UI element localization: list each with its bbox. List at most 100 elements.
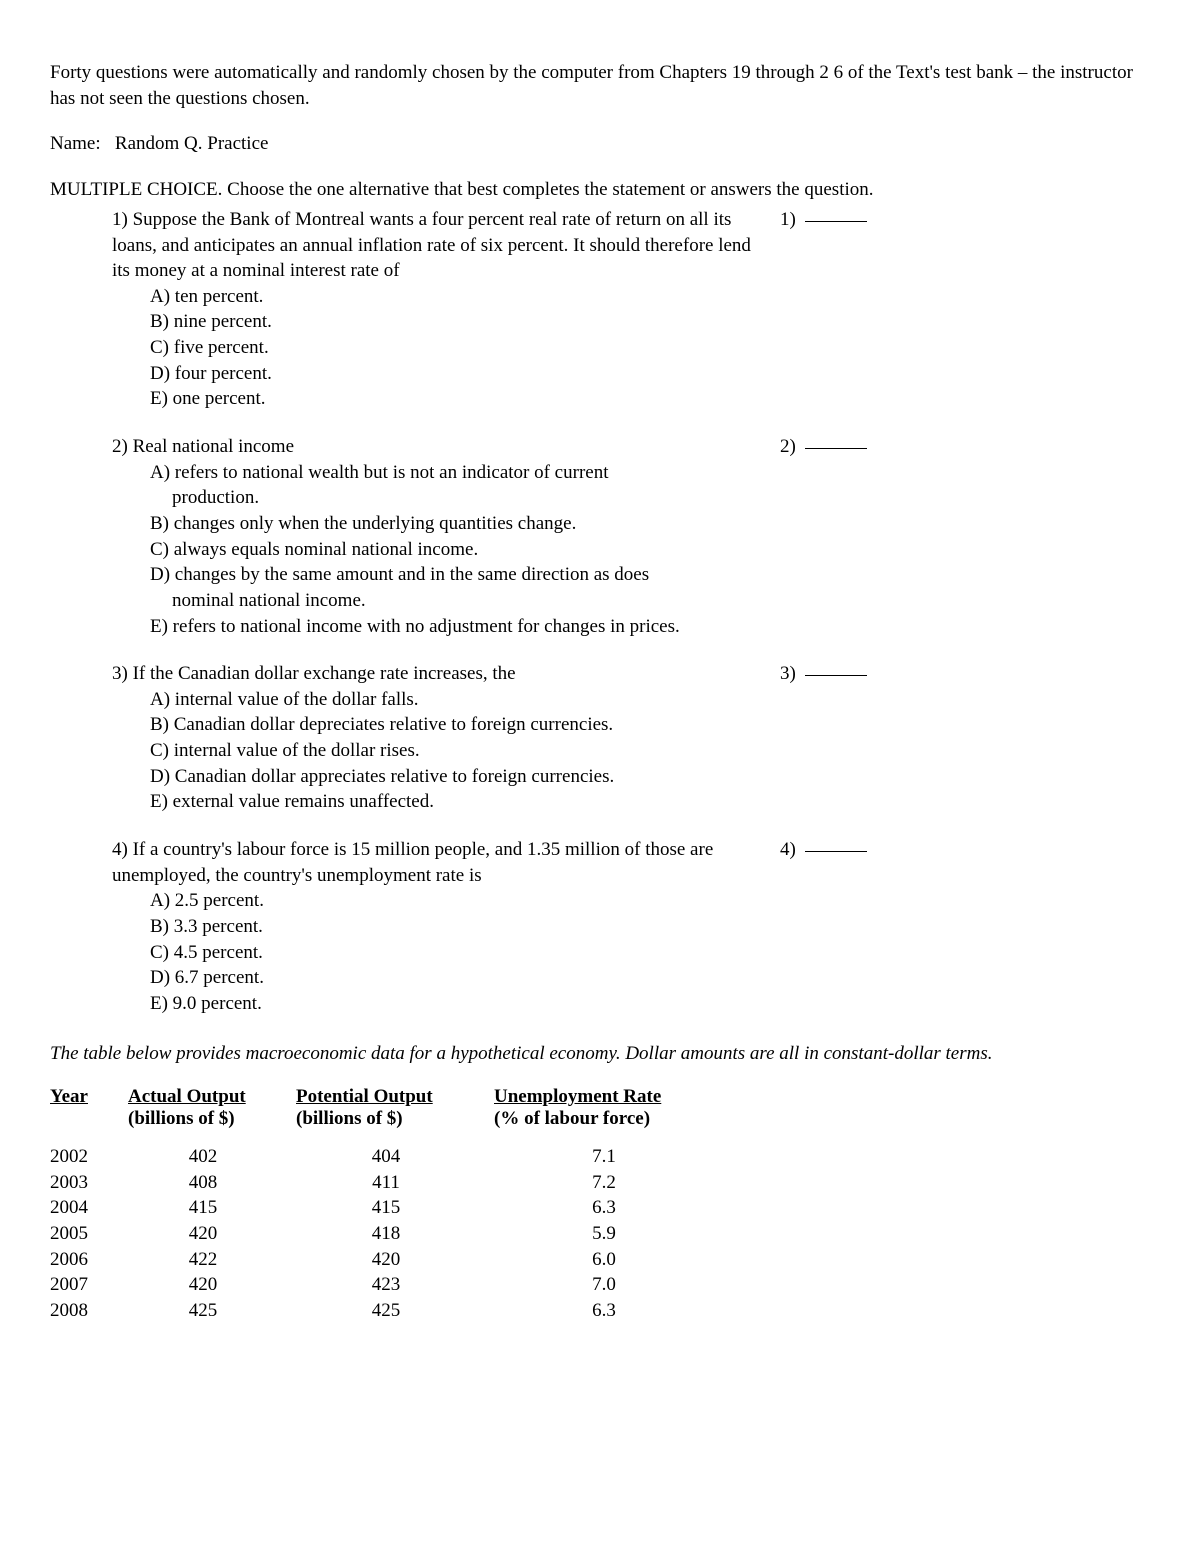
table-row: 20074204237.0 [50, 1272, 732, 1298]
table-cell: 2005 [50, 1221, 128, 1247]
col-ao-head: Actual Output [128, 1086, 246, 1107]
table-cell: 2006 [50, 1247, 128, 1273]
choice-list: A) refers to national wealth but is not … [150, 460, 1150, 639]
col-ur-head: Unemployment Rate [494, 1086, 661, 1107]
question-block: 2) Real national income 2) A) refers to n… [112, 434, 1150, 639]
table-cell: 422 [128, 1247, 296, 1273]
table-cell: 6.3 [494, 1195, 732, 1221]
choice-item: C) five percent. [150, 335, 1150, 361]
choice-item: B) changes only when the underlying quan… [150, 511, 1150, 537]
table-cell: 420 [128, 1221, 296, 1247]
choice-item: B) nine percent. [150, 309, 1150, 335]
table-row: 20084254256.3 [50, 1298, 732, 1324]
choice-list: A) 2.5 percent.B) 3.3 percent.C) 4.5 per… [150, 888, 1150, 1016]
blank-number: 2) [780, 436, 796, 457]
blank-number: 4) [780, 839, 796, 860]
table-row: 20054204185.9 [50, 1221, 732, 1247]
choice-item: C) internal value of the dollar rises. [150, 738, 1150, 764]
question-row: 2) Real national income 2) [112, 434, 1150, 460]
table-cell: 6.0 [494, 1247, 732, 1273]
table-cell: 415 [128, 1195, 296, 1221]
table-subheader-row: (billions of $) (billions of $) (% of la… [50, 1108, 732, 1130]
question-row: 3) If the Canadian dollar exchange rate … [112, 661, 1150, 687]
choice-list: A) internal value of the dollar falls.B)… [150, 687, 1150, 815]
table-note: The table below provides macroeconomic d… [50, 1041, 1150, 1067]
table-cell: 6.3 [494, 1298, 732, 1324]
table-cell: 2008 [50, 1298, 128, 1324]
question-block: 3) If the Canadian dollar exchange rate … [112, 661, 1150, 815]
choice-item: C) always equals nominal national income… [150, 537, 1150, 563]
choice-item: D) changes by the same amount and in the… [150, 562, 1150, 588]
choice-item: C) 4.5 percent. [150, 940, 1150, 966]
table-cell: 7.1 [494, 1144, 732, 1170]
table-row: 20064224206.0 [50, 1247, 732, 1273]
table-cell: 411 [296, 1170, 494, 1196]
blank-number: 1) [780, 209, 796, 230]
name-label: Name: [50, 133, 101, 154]
choice-item: A) ten percent. [150, 284, 1150, 310]
table-cell: 423 [296, 1272, 494, 1298]
choice-item-cont: nominal national income. [172, 588, 1150, 614]
table-cell: 2002 [50, 1144, 128, 1170]
choice-item: A) refers to national wealth but is not … [150, 460, 1150, 486]
choice-item: D) 6.7 percent. [150, 965, 1150, 991]
choice-item: E) external value remains unaffected. [150, 789, 1150, 815]
choice-item: B) Canadian dollar depreciates relative … [150, 712, 1150, 738]
question-text: 3) If the Canadian dollar exchange rate … [112, 661, 762, 687]
choice-list: A) ten percent.B) nine percent.C) five p… [150, 284, 1150, 412]
blank-number: 3) [780, 663, 796, 684]
question-block: 1) Suppose the Bank of Montreal wants a … [112, 207, 1150, 412]
table-cell: 7.2 [494, 1170, 732, 1196]
blank-line[interactable] [805, 675, 867, 676]
table-row: 20024024047.1 [50, 1144, 732, 1170]
choice-item: E) refers to national income with no adj… [150, 614, 1150, 640]
table-cell: 2007 [50, 1272, 128, 1298]
choice-item: D) four percent. [150, 361, 1150, 387]
choice-item: E) one percent. [150, 386, 1150, 412]
question-row: 4) If a country's labour force is 15 mil… [112, 837, 1150, 888]
question-text: 4) If a country's labour force is 15 mil… [112, 837, 762, 888]
col-ao-sub: (billions of $) [128, 1108, 296, 1130]
macro-data-table: Year Actual Output Potential Output Unem… [50, 1086, 732, 1323]
name-value: Random Q. Practice [115, 133, 269, 154]
col-po-head: Potential Output [296, 1086, 433, 1107]
answer-blank[interactable]: 3) [780, 661, 867, 687]
answer-blank[interactable]: 2) [780, 434, 867, 460]
col-ur-sub: (% of labour force) [494, 1108, 732, 1130]
choice-item: D) Canadian dollar appreciates relative … [150, 764, 1150, 790]
table-cell: 420 [128, 1272, 296, 1298]
table-cell: 408 [128, 1170, 296, 1196]
blank-line[interactable] [805, 448, 867, 449]
choice-item-cont: production. [172, 485, 1150, 511]
question-row: 1) Suppose the Bank of Montreal wants a … [112, 207, 1150, 284]
section-instructions: MULTIPLE CHOICE. Choose the one alternat… [50, 177, 1150, 203]
table-cell: 418 [296, 1221, 494, 1247]
blank-line[interactable] [805, 851, 867, 852]
choice-item: E) 9.0 percent. [150, 991, 1150, 1017]
intro-text: Forty questions were automatically and r… [50, 60, 1150, 111]
table-cell: 2003 [50, 1170, 128, 1196]
table-row: 20034084117.2 [50, 1170, 732, 1196]
table-cell: 425 [296, 1298, 494, 1324]
col-year-head: Year [50, 1086, 88, 1107]
choice-item: A) 2.5 percent. [150, 888, 1150, 914]
col-po-sub: (billions of $) [296, 1108, 494, 1130]
table-header-row: Year Actual Output Potential Output Unem… [50, 1086, 732, 1108]
table-cell: 425 [128, 1298, 296, 1324]
answer-blank[interactable]: 4) [780, 837, 867, 863]
answer-blank[interactable]: 1) [780, 207, 867, 233]
table-cell: 402 [128, 1144, 296, 1170]
choice-item: A) internal value of the dollar falls. [150, 687, 1150, 713]
table-row: 20044154156.3 [50, 1195, 732, 1221]
question-block: 4) If a country's labour force is 15 mil… [112, 837, 1150, 1016]
choice-item: B) 3.3 percent. [150, 914, 1150, 940]
table-cell: 7.0 [494, 1272, 732, 1298]
question-text: 2) Real national income [112, 434, 762, 460]
table-cell: 415 [296, 1195, 494, 1221]
name-line: Name: Random Q. Practice [50, 133, 1150, 155]
table-cell: 404 [296, 1144, 494, 1170]
table-cell: 2004 [50, 1195, 128, 1221]
table-cell: 5.9 [494, 1221, 732, 1247]
blank-line[interactable] [805, 221, 867, 222]
question-text: 1) Suppose the Bank of Montreal wants a … [112, 207, 762, 284]
